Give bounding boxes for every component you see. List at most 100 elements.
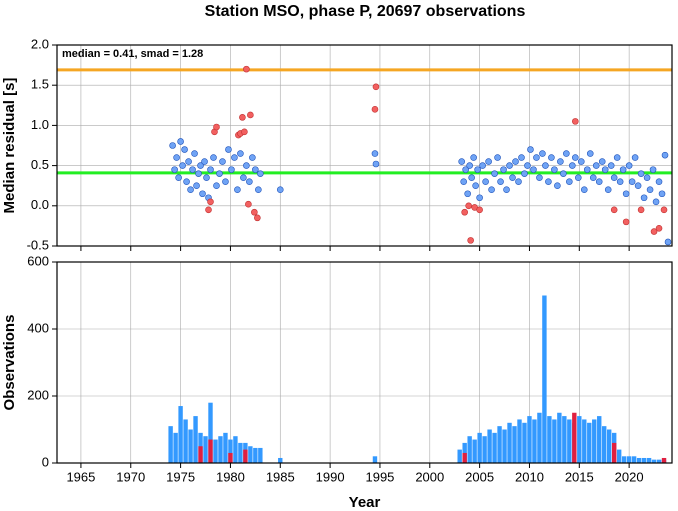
point [488, 186, 495, 194]
point [575, 174, 582, 181]
point [474, 166, 481, 173]
point [479, 162, 486, 169]
point [257, 170, 264, 177]
point [577, 158, 585, 165]
bar [183, 419, 188, 463]
point [625, 162, 633, 169]
point [372, 83, 380, 91]
y-tick-label: 0.0 [31, 197, 49, 212]
point [195, 170, 202, 177]
point [476, 206, 483, 214]
point [179, 162, 186, 169]
bar [661, 457, 667, 463]
point [640, 194, 648, 202]
bar [178, 406, 183, 463]
bar [482, 436, 487, 463]
bar [597, 416, 602, 463]
point [225, 146, 232, 153]
point [607, 162, 615, 169]
y-tick-label: 2.0 [31, 36, 49, 51]
point [197, 162, 204, 169]
bar [248, 446, 253, 463]
point [228, 166, 235, 173]
point [205, 206, 212, 214]
point [533, 154, 540, 161]
point [527, 146, 534, 153]
point [649, 166, 657, 173]
point [169, 142, 176, 149]
point [572, 118, 579, 125]
point [461, 208, 468, 216]
x-tick-label: 2010 [515, 469, 544, 484]
chart-title: Station MSO, phase P, 20697 observations [205, 3, 526, 20]
point [601, 166, 609, 173]
bar [208, 402, 213, 463]
y-axis-label: Median residual [s] [1, 78, 18, 214]
bar [193, 416, 198, 463]
bar [253, 447, 258, 463]
point [254, 214, 261, 222]
x-tick-label: 1985 [266, 469, 295, 484]
bar [537, 412, 542, 463]
bar [651, 459, 657, 463]
point [652, 198, 660, 206]
point [545, 178, 552, 185]
x-tick-label: 1975 [166, 469, 195, 484]
y-tick-label: 1.0 [31, 117, 49, 132]
y-tick-label: 0 [42, 454, 49, 469]
bar [233, 436, 238, 463]
point [572, 154, 579, 161]
point [634, 182, 642, 189]
point [175, 174, 182, 181]
bar [542, 295, 547, 463]
bar [218, 436, 223, 463]
bar [527, 416, 532, 463]
point [592, 162, 600, 169]
y-tick-label: 0.5 [31, 157, 49, 172]
point [203, 174, 210, 181]
x-tick-label: 2005 [465, 469, 494, 484]
point [628, 178, 636, 185]
bar [477, 432, 482, 463]
bar [517, 419, 522, 463]
point [643, 174, 651, 181]
point [530, 166, 537, 173]
point [476, 194, 483, 202]
point [240, 174, 247, 181]
bar [457, 449, 462, 463]
bar [532, 419, 537, 463]
x-tick-label: 2000 [415, 469, 444, 484]
point [243, 162, 250, 169]
y-tick-label: 400 [27, 320, 49, 335]
point [616, 178, 624, 185]
bar [602, 426, 607, 463]
point [191, 150, 198, 157]
point [249, 154, 256, 161]
point [560, 170, 567, 177]
x-tick-label: 2020 [615, 469, 644, 484]
point [247, 111, 254, 119]
point [569, 162, 576, 169]
point [207, 198, 214, 206]
y-tick-label: 600 [27, 253, 49, 268]
point [465, 202, 472, 210]
y-tick-label: -0.5 [27, 237, 49, 252]
bar [188, 429, 193, 463]
point [610, 174, 618, 181]
point [185, 158, 192, 165]
bar [173, 432, 178, 463]
bar [607, 429, 612, 463]
point [276, 186, 284, 194]
point [245, 200, 252, 208]
bar [497, 426, 502, 463]
bar [472, 439, 477, 463]
point [171, 166, 178, 173]
point [613, 154, 621, 161]
bar [213, 439, 218, 463]
point [610, 206, 618, 214]
point [500, 166, 507, 173]
point [251, 208, 258, 216]
point [219, 158, 226, 165]
bar [641, 457, 647, 463]
